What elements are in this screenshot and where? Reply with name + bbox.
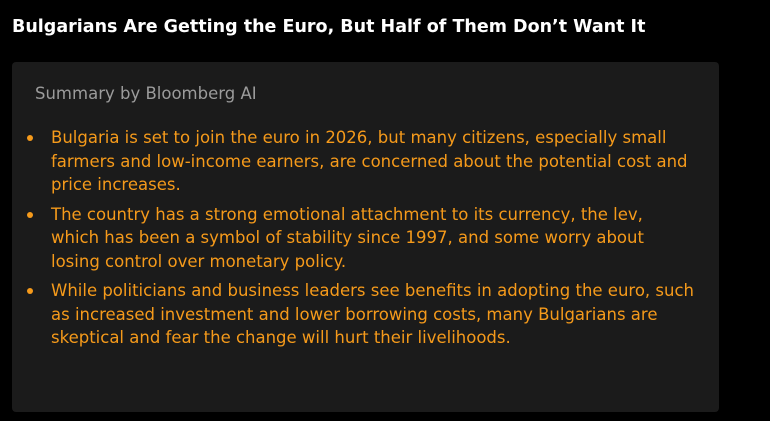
summary-bullet-text: The country has a strong emotional attac… [51, 204, 644, 271]
summary-label: Summary by Bloomberg AI [35, 84, 257, 103]
summary-bullet-text: While politicians and business leaders s… [51, 281, 695, 347]
summary-bullet: While politicians and business leaders s… [12, 279, 702, 350]
summary-bullet: The country has a strong emotional attac… [12, 203, 702, 274]
summary-bullet-list: Bulgaria is set to join the euro in 2026… [12, 126, 702, 356]
bullet-dot-icon [27, 211, 33, 218]
bullet-dot-icon [27, 288, 33, 294]
article-headline[interactable]: Bulgarians Are Getting the Euro, But Hal… [12, 17, 646, 37]
bullet-dot-icon [27, 135, 33, 141]
summary-bullet-text: Bulgaria is set to join the euro in 2026… [51, 128, 688, 194]
ai-summary-card: Summary by Bloomberg AI Bulgaria is set … [12, 62, 719, 412]
summary-bullet: Bulgaria is set to join the euro in 2026… [12, 126, 702, 197]
